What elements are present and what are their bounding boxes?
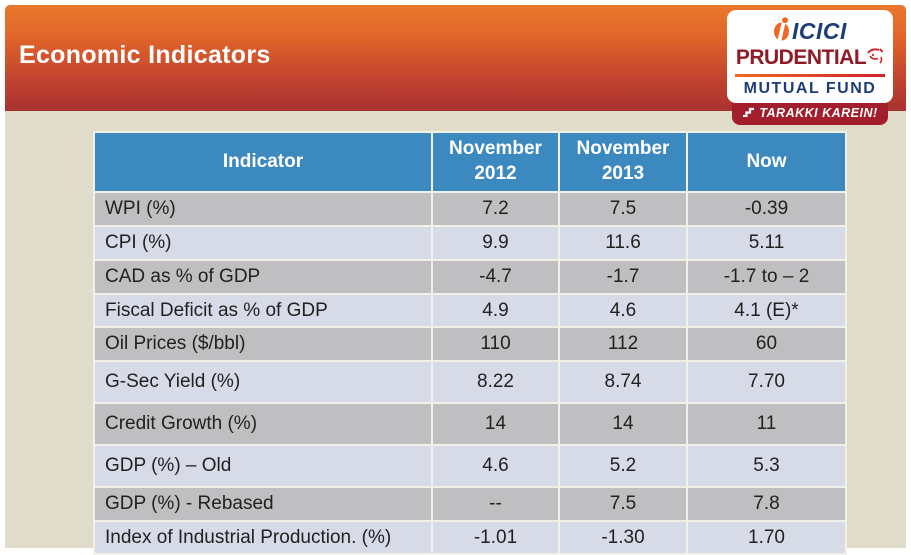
value-cell: 8.74: [558, 360, 688, 405]
indicator-cell: Fiscal Deficit as % of GDP: [93, 292, 433, 329]
logo-prudential-text: PRUDENTIAL: [735, 46, 867, 69]
icici-prudential-logo: ICICI PRUDENTIAL MUTUAL: [727, 10, 893, 125]
value-cell: 7.8: [686, 485, 847, 522]
logo-tagline-text: TARAKKI KAREIN!: [759, 106, 878, 120]
value-cell: 1.70: [686, 519, 847, 555]
value-cell: 14: [558, 402, 688, 446]
table-row: CPI (%) 9.9 11.6 5.11: [93, 224, 847, 261]
logo-brand-icici: ICICI: [733, 17, 887, 45]
value-cell: 4.9: [431, 292, 560, 329]
page-title: Economic Indicators: [19, 41, 271, 69]
table-body: WPI (%) 7.2 7.5 -0.39 CPI (%) 9.9 11.6 5.11 CAD …: [93, 191, 847, 555]
value-cell: 7.2: [431, 191, 560, 227]
column-header-november-2013: November 2013: [558, 131, 688, 193]
indicator-cell: WPI (%): [93, 191, 433, 227]
value-cell: -4.7: [431, 258, 560, 295]
indicator-cell: CAD as % of GDP: [93, 258, 433, 295]
economic-indicators-table: Indicator November 2012 November 2013 No…: [93, 131, 847, 555]
value-cell: 14: [431, 402, 560, 446]
value-cell: 5.3: [686, 443, 847, 488]
prudential-face-icon: [866, 47, 884, 71]
table-row: Fiscal Deficit as % of GDP 4.9 4.6 4.1 (E)*: [93, 292, 847, 329]
value-cell: 4.6: [431, 443, 560, 488]
table-row: Index of Industrial Production. (%) -1.01…: [93, 519, 847, 555]
indicator-cell: Oil Prices ($/bbl): [93, 326, 433, 363]
column-header-november-2012: November 2012: [431, 131, 560, 193]
indicator-cell: GDP (%) – Old: [93, 443, 433, 488]
value-cell: 5.11: [686, 224, 847, 261]
table-row: Oil Prices ($/bbl) 110 112 60: [93, 326, 847, 363]
value-cell: 5.2: [558, 443, 688, 488]
logo-brand-prudential: PRUDENTIAL: [733, 47, 887, 71]
value-cell: 7.70: [686, 360, 847, 405]
table-row: CAD as % of GDP -4.7 -1.7 -1.7 to – 2: [93, 258, 847, 295]
indicator-cell: Index of Industrial Production. (%): [93, 519, 433, 555]
column-header-indicator: Indicator: [93, 131, 433, 193]
value-cell: --: [431, 485, 560, 522]
table-row: GDP (%) - Rebased -- 7.5 7.8: [93, 485, 847, 522]
value-cell: 7.5: [558, 191, 688, 227]
slide: Economic Indicators ICICI PRUDENTIAL: [5, 5, 906, 555]
indicator-cell: CPI (%): [93, 224, 433, 261]
header-banner: Economic Indicators ICICI PRUDENTIAL: [5, 5, 906, 125]
icici-i-icon: [773, 17, 790, 45]
table-row: G-Sec Yield (%) 8.22 8.74 7.70: [93, 360, 847, 405]
value-cell: -1.7 to – 2: [686, 258, 847, 295]
steps-icon: [742, 107, 755, 120]
value-cell: 60: [686, 326, 847, 363]
value-cell: 4.6: [558, 292, 688, 329]
value-cell: 8.22: [431, 360, 560, 405]
value-cell: 112: [558, 326, 688, 363]
column-header-now: Now: [686, 131, 847, 193]
logo-icici-text: ICICI: [792, 17, 847, 44]
logo-tagline-bar: TARAKKI KAREIN!: [732, 103, 888, 125]
indicator-cell: Credit Growth (%): [93, 402, 433, 446]
value-cell: 4.1 (E)*: [686, 292, 847, 329]
indicator-cell: GDP (%) - Rebased: [93, 485, 433, 522]
value-cell: 7.5: [558, 485, 688, 522]
table-row: GDP (%) – Old 4.6 5.2 5.3: [93, 443, 847, 488]
value-cell: 9.9: [431, 224, 560, 261]
table-row: Credit Growth (%) 14 14 11: [93, 402, 847, 446]
logo-divider: [735, 74, 885, 77]
table-row: WPI (%) 7.2 7.5 -0.39: [93, 191, 847, 227]
value-cell: -0.39: [686, 191, 847, 227]
value-cell: 11: [686, 402, 847, 446]
value-cell: 11.6: [558, 224, 688, 261]
value-cell: -1.7: [558, 258, 688, 295]
indicator-cell: G-Sec Yield (%): [93, 360, 433, 405]
slide-body: Indicator November 2012 November 2013 No…: [5, 111, 906, 555]
logo-mutual-fund-text: MUTUAL FUND: [743, 80, 877, 97]
table-header-row: Indicator November 2012 November 2013 No…: [93, 131, 847, 193]
value-cell: -1.01: [431, 519, 560, 555]
logo-box: ICICI PRUDENTIAL MUTUAL: [727, 10, 893, 103]
value-cell: -1.30: [558, 519, 688, 555]
value-cell: 110: [431, 326, 560, 363]
